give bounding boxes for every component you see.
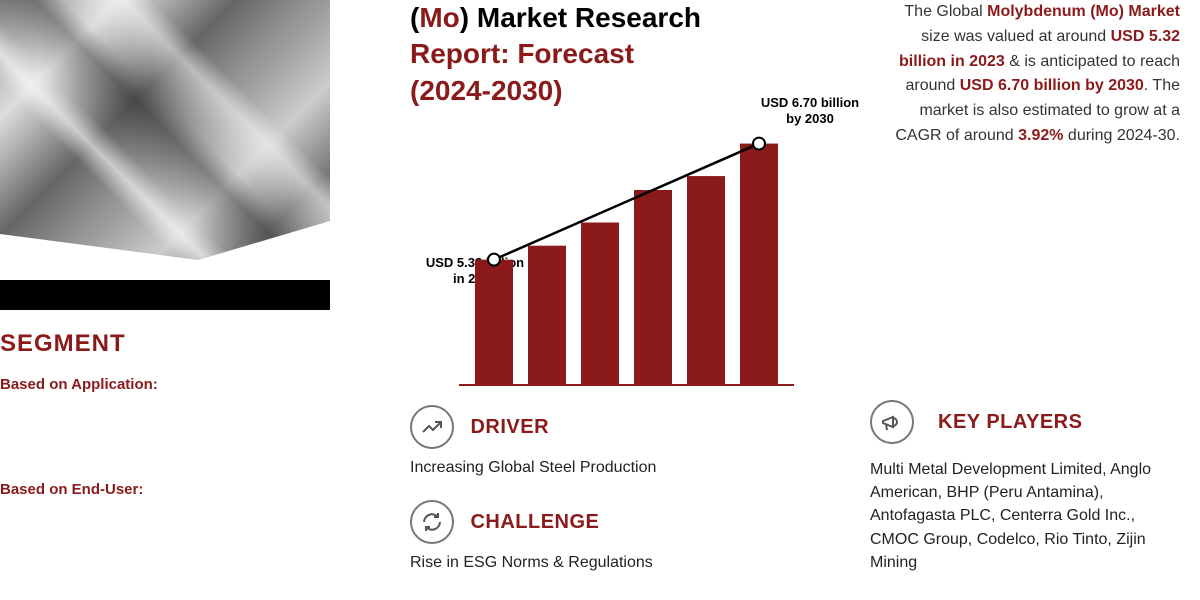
report-title: (Mo) Market Research Report: Forecast (2… <box>410 0 810 109</box>
title-suffix: ) Market Research <box>460 2 701 33</box>
title-line1: (Mo) Market Research <box>410 2 701 33</box>
driver-heading: DRIVER <box>470 416 549 439</box>
title-paren: ( <box>410 2 419 33</box>
driver-section: DRIVER Increasing Global Steel Productio… <box>410 405 840 477</box>
title-line2: Report: Forecast <box>410 38 634 69</box>
title-mo: Mo <box>419 2 459 33</box>
insights-em3: USD 6.70 billion by 2030 <box>960 77 1144 94</box>
challenge-body: Rise in ESG Norms & Regulations <box>410 554 840 572</box>
chart-svg <box>450 110 820 390</box>
segment-panel: SEGMENT Based on Application: Based on E… <box>0 330 330 498</box>
challenge-heading: CHALLENGE <box>470 511 599 534</box>
black-bar <box>0 280 330 310</box>
key-players-body: Multi Metal Development Limited, Anglo A… <box>870 458 1180 574</box>
key-players-heading: KEY PLAYERS <box>938 411 1082 434</box>
challenge-section: CHALLENGE Rise in ESG Norms & Regulation… <box>410 500 840 572</box>
refresh-icon <box>410 500 454 544</box>
key-players-section: KEY PLAYERS Multi Metal Development Limi… <box>870 400 1180 574</box>
insights-em1: Molybdenum (Mo) Market <box>987 3 1180 20</box>
growth-bar-chart <box>450 110 820 390</box>
market-insights-text: The Global Molybdenum (Mo) Market size w… <box>890 0 1180 149</box>
hero-image <box>0 0 330 260</box>
segment-label-application: Based on Application: <box>0 376 330 393</box>
insights-em4: 3.92% <box>1018 127 1063 144</box>
megaphone-icon <box>870 400 914 444</box>
trend-up-icon <box>410 405 454 449</box>
title-line3: (2024-2030) <box>410 75 563 106</box>
segment-heading: SEGMENT <box>0 330 330 358</box>
insights-mid1: size was valued at around <box>921 28 1110 45</box>
insights-post: during 2024-30. <box>1063 127 1180 144</box>
segment-label-enduser: Based on End-User: <box>0 481 330 498</box>
driver-body: Increasing Global Steel Production <box>410 459 840 477</box>
insights-pre1: The Global <box>904 3 987 20</box>
